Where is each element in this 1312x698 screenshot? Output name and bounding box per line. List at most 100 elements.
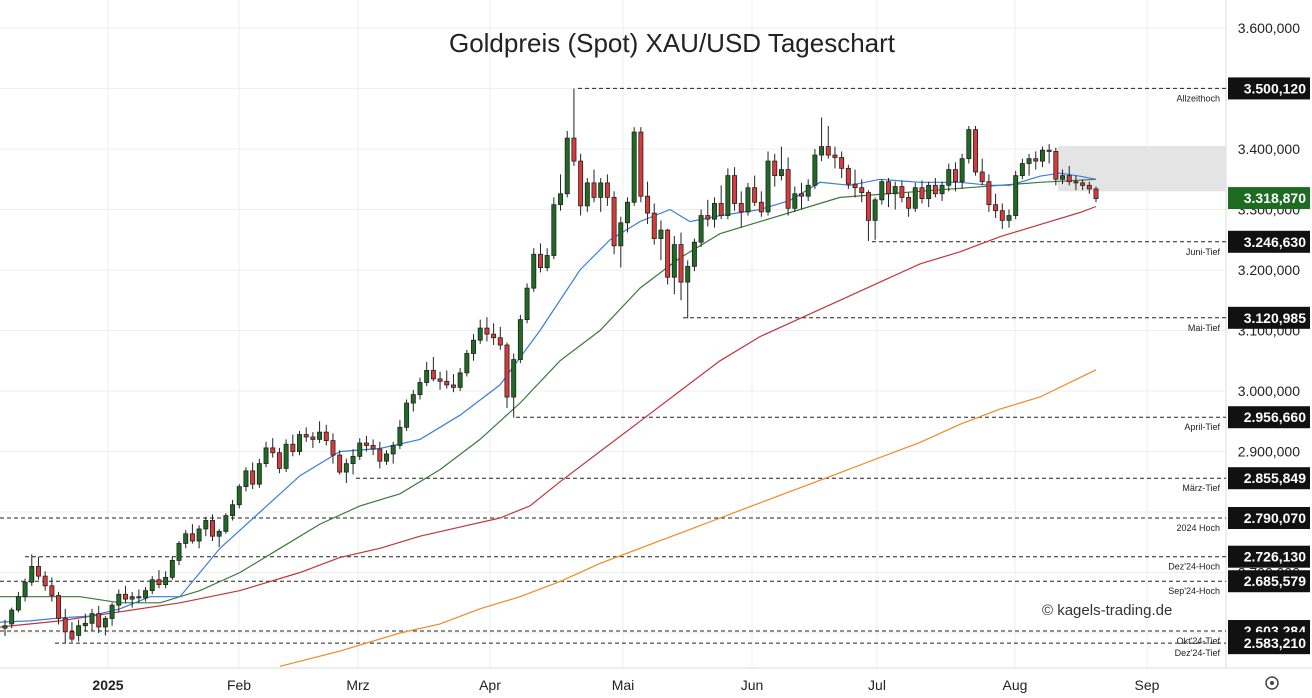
candle — [778, 146, 784, 181]
candle — [651, 203, 657, 245]
candle-body — [819, 146, 825, 156]
candle — [337, 450, 343, 475]
candle-body — [705, 215, 711, 220]
candle — [906, 192, 912, 217]
candle-body — [872, 199, 878, 221]
sma-long-line — [279, 369, 1097, 667]
candle — [76, 619, 82, 642]
x-tick-label: Apr — [479, 677, 501, 693]
candle-body — [1013, 175, 1019, 216]
time-axis: 2025 Feb Mrz Apr Mai Jun Jul Aug Sep — [92, 677, 1159, 693]
candle — [578, 153, 584, 216]
candle-body — [671, 244, 677, 278]
level-price-text: 3.246,630 — [1244, 234, 1306, 250]
candle-body — [203, 520, 209, 530]
candle-body — [236, 486, 242, 506]
candle — [444, 370, 450, 389]
candle — [62, 608, 68, 644]
candle — [15, 591, 21, 613]
current-price-tag — [1228, 187, 1310, 210]
candle-body — [276, 452, 282, 469]
current-price-text: 3.318,870 — [1244, 190, 1306, 206]
candle-body — [477, 327, 483, 341]
candle-body — [524, 287, 530, 321]
candle — [544, 248, 550, 272]
candle — [859, 179, 865, 203]
candle-body — [598, 182, 604, 198]
candle-body — [2, 625, 8, 629]
level-name: März-Tief — [1182, 483, 1220, 493]
candle — [1080, 179, 1086, 191]
candle-body — [1093, 188, 1099, 200]
candle-body — [725, 175, 731, 216]
candle — [973, 126, 978, 176]
candle — [176, 541, 182, 566]
sma-slow-line — [0, 205, 1097, 628]
candle-body — [210, 520, 215, 537]
candle-body — [256, 463, 262, 485]
candle — [845, 164, 851, 189]
candle-body — [384, 453, 389, 462]
candle-body — [444, 380, 450, 386]
candle-body — [631, 131, 637, 203]
candle-body — [417, 382, 423, 396]
candle-body — [337, 454, 343, 473]
candle-body — [1026, 158, 1032, 164]
candle — [143, 587, 149, 602]
candle-body — [852, 183, 858, 189]
candle — [256, 458, 262, 488]
candle — [979, 158, 985, 186]
candle-body — [310, 436, 316, 440]
level-name: Mai-Tief — [1188, 323, 1221, 333]
candle-body — [999, 210, 1005, 221]
candle-body — [156, 579, 162, 586]
x-tick-label: Sep — [1135, 677, 1160, 693]
candle-body — [678, 244, 684, 283]
level-name: Okt'24-Tief — [1177, 636, 1221, 646]
candle — [49, 577, 55, 602]
candle-body — [303, 434, 309, 438]
candle-body — [109, 604, 115, 619]
candle — [283, 439, 289, 473]
y-tick-label: 3.600,000 — [1238, 20, 1300, 36]
candle — [725, 168, 731, 220]
candle-body — [76, 625, 82, 636]
candle-body — [906, 196, 912, 209]
candle-body — [410, 394, 416, 404]
candle — [116, 589, 122, 613]
candle — [879, 179, 885, 205]
candle — [424, 361, 430, 387]
candle — [223, 513, 229, 534]
candle — [317, 421, 323, 444]
candle-body — [9, 609, 15, 625]
candle — [745, 182, 751, 216]
candle-body — [230, 504, 236, 517]
candle-body — [792, 193, 798, 209]
candle — [56, 591, 62, 625]
candle-body — [223, 515, 229, 532]
candle — [69, 622, 75, 643]
candle-body — [250, 470, 256, 485]
level-price-text: 2.790,070 — [1244, 510, 1306, 526]
chart-title: Goldpreis (Spot) XAU/USD Tageschart — [449, 28, 896, 58]
settings-icon[interactable] — [1265, 676, 1279, 690]
candle-body — [471, 339, 477, 354]
candles — [2, 88, 1099, 644]
candle — [732, 167, 738, 211]
candle-body — [551, 204, 557, 256]
candle — [986, 174, 992, 212]
candle-body — [832, 154, 838, 158]
candle-body — [511, 359, 517, 398]
candle-body — [1046, 149, 1052, 152]
level-name: Dez'24-Hoch — [1168, 562, 1220, 572]
candle — [705, 199, 711, 227]
candle-body — [805, 184, 811, 197]
candle — [1093, 186, 1099, 203]
candle — [230, 499, 236, 521]
candle — [136, 589, 142, 603]
candle — [82, 613, 88, 632]
candle — [832, 146, 838, 169]
candle-body — [691, 241, 697, 267]
candle-body — [183, 533, 189, 544]
candle — [457, 368, 463, 391]
